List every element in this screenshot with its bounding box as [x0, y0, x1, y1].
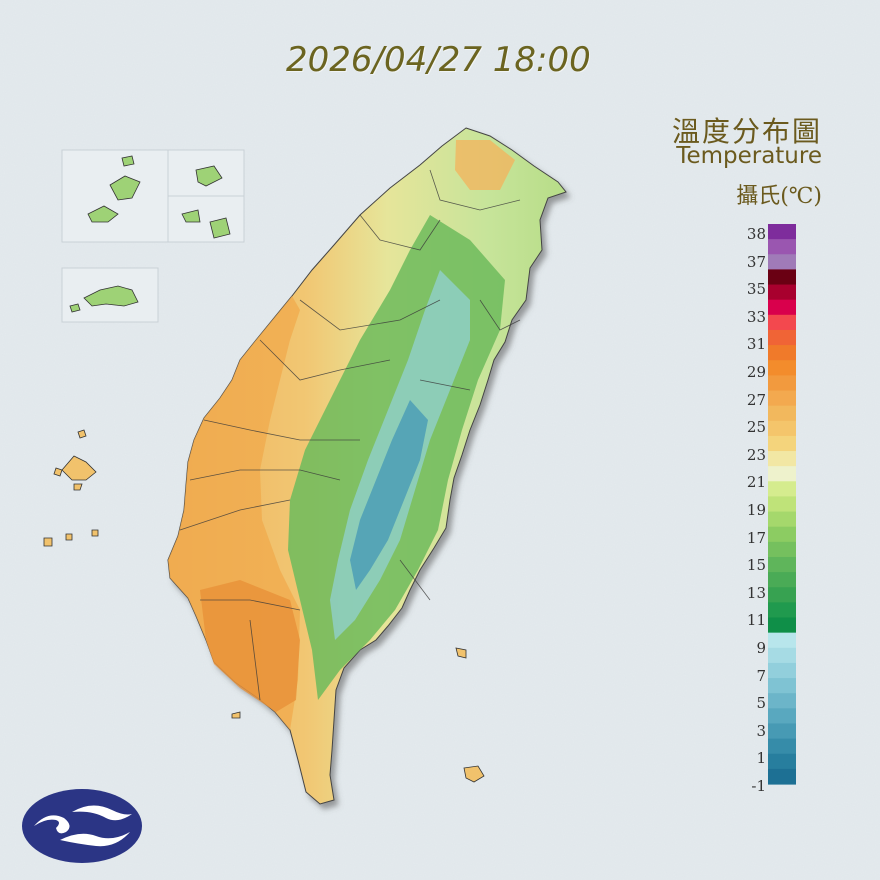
temperature-color-scale	[768, 224, 796, 785]
scale-tick-label: 33	[746, 307, 766, 326]
scale-swatch	[768, 632, 796, 649]
scale-tick-label: 35	[746, 280, 766, 299]
scale-swatch	[768, 405, 796, 422]
scale-swatch	[768, 556, 796, 573]
map-title-english: Temperature	[676, 143, 822, 169]
scale-tick-label: 21	[746, 473, 766, 492]
scale-tick-label: 9	[756, 639, 766, 657]
scale-swatch	[768, 662, 796, 679]
scale-swatch	[768, 587, 796, 603]
scale-swatch	[768, 511, 796, 528]
scale-swatch	[768, 647, 796, 664]
scale-swatch	[768, 269, 796, 286]
scale-swatch	[768, 693, 796, 709]
scale-swatch	[768, 314, 796, 331]
scale-swatch	[768, 526, 796, 543]
scale-swatch	[768, 617, 796, 634]
mountain-cold-core	[350, 400, 428, 590]
scale-tick-label: -1	[751, 777, 766, 795]
scale-swatch	[768, 390, 796, 407]
scale-swatch	[768, 708, 796, 725]
county-borders	[179, 169, 521, 701]
scale-swatch	[768, 678, 796, 694]
scale-tick-label: 31	[746, 335, 766, 354]
matsu-inset	[61, 149, 245, 243]
kinmen-inset	[61, 267, 159, 323]
scale-swatch	[768, 254, 796, 271]
scale-swatch	[768, 375, 796, 392]
north-warm-region	[455, 140, 515, 190]
penghu-islands	[43, 429, 99, 547]
scale-swatch	[768, 299, 796, 316]
scale-swatch	[768, 481, 796, 498]
scale-tick-label: 25	[746, 418, 766, 437]
scale-swatch	[768, 360, 796, 376]
scale-swatch	[768, 602, 796, 619]
scale-swatch	[768, 329, 796, 346]
scale-tick-label: 23	[746, 445, 766, 464]
temperature-unit: 攝氏(℃)	[736, 184, 822, 209]
scale-tick-label: 29	[746, 363, 766, 381]
scale-tick-label: 37	[746, 252, 766, 271]
scale-tick-label: 7	[756, 666, 766, 685]
scale-swatch	[768, 239, 796, 255]
map-title-chinese: 溫度分布圖	[671, 115, 822, 148]
map-timestamp: 2026/04/27 18:00	[286, 40, 591, 80]
scale-tick-label: 1	[756, 749, 766, 768]
scale-swatch	[768, 420, 796, 437]
scale-swatch	[768, 466, 796, 482]
scale-swatch	[768, 541, 796, 558]
scale-swatch	[768, 572, 796, 588]
scale-tick-label: 27	[746, 390, 766, 409]
scale-swatch	[768, 451, 796, 467]
scale-swatch	[768, 284, 796, 301]
scale-swatch	[768, 224, 796, 240]
scale-swatch	[768, 768, 796, 785]
scale-tick-label: 3	[756, 721, 766, 740]
scale-tick-label: 5	[756, 694, 766, 713]
scale-swatch	[768, 738, 796, 755]
scale-tick-label: 11	[746, 611, 766, 630]
scale-tick-label: 17	[746, 528, 766, 547]
eastern-islands	[231, 647, 485, 783]
scale-swatch	[768, 496, 796, 513]
scale-swatch	[768, 345, 796, 361]
scale-tick-label: 38	[746, 225, 766, 243]
scale-tick-label: 15	[746, 556, 766, 575]
scale-swatch	[768, 435, 796, 452]
hot-south-region	[200, 580, 300, 712]
color-scale-labels: 38 37 35 33 31 29 27 25 23 21 19 17 15 13 11 9 7 5 3 1 -1	[726, 226, 766, 796]
scale-swatch	[768, 753, 796, 770]
scale-tick-label: 13	[746, 583, 766, 602]
scale-swatch	[768, 723, 796, 740]
cwa-logo-icon	[22, 789, 142, 863]
scale-tick-label: 19	[746, 501, 766, 519]
